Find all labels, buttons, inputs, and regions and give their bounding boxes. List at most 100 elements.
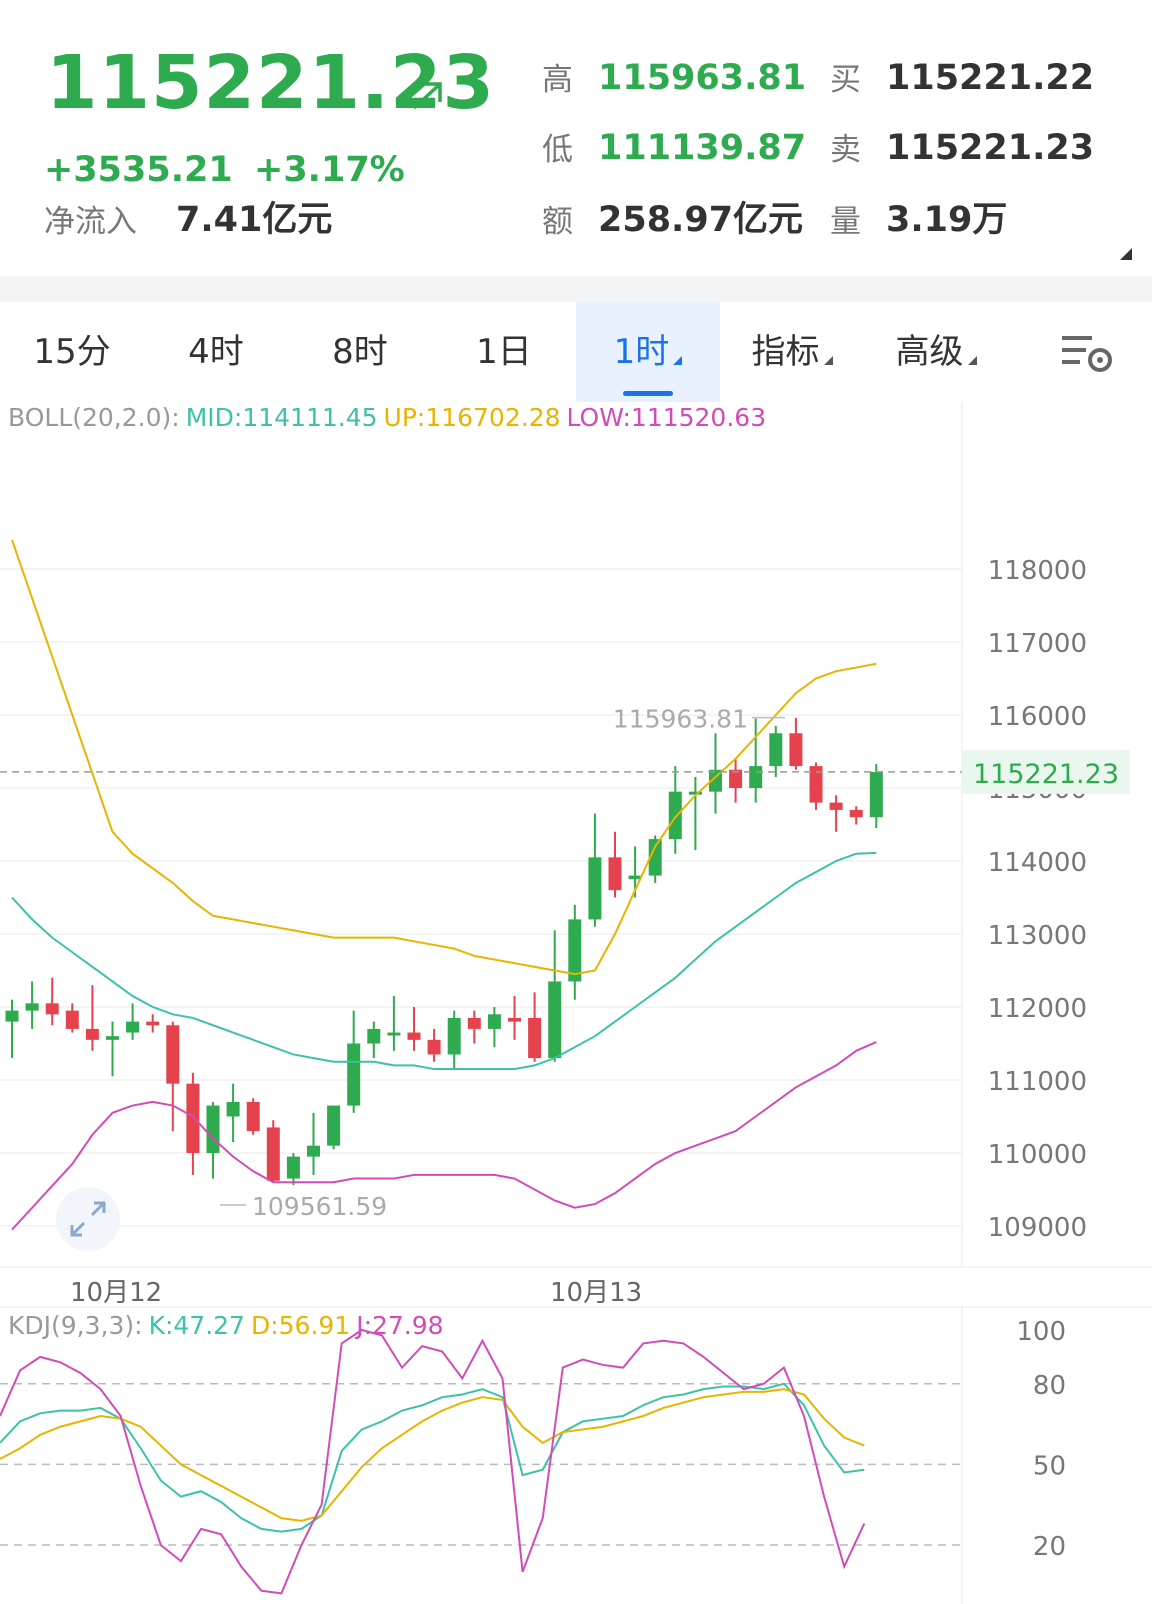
candle-body [628, 875, 642, 880]
bid-label: 买 [830, 62, 861, 98]
tab-1h[interactable]: 1时 [576, 302, 720, 402]
date-label: 10月13 [550, 1278, 643, 1308]
candle-body [307, 1145, 320, 1157]
candle-body [186, 1083, 200, 1153]
kdj-d: D:56.91 [250, 1311, 351, 1340]
candle-body [166, 1025, 180, 1084]
candle-body [528, 1017, 542, 1059]
candle-body [829, 802, 843, 810]
tab-label: 1时 [613, 332, 670, 372]
candle-body [809, 766, 823, 803]
high-value: 115963.81 [598, 58, 807, 98]
ask-label: 卖 [830, 132, 861, 168]
boll-mid-line [11, 851, 877, 1071]
last-price: 115221.23 [46, 40, 496, 126]
boll-low: LOW:111520.63 [566, 403, 767, 432]
expand-details-icon[interactable] [1120, 248, 1132, 260]
candle-body [688, 791, 702, 795]
candle-body [347, 1043, 361, 1106]
boll-name: BOLL(20,2.0): [8, 403, 180, 432]
kline-chart[interactable]: 1180001170001160001150001140001130001120… [0, 402, 1152, 1604]
high-label: 高 [542, 62, 573, 98]
amount-label: 额 [542, 204, 573, 240]
candle-body [729, 769, 743, 788]
tab-label: 1日 [476, 332, 532, 372]
candle-body [568, 919, 582, 982]
current-price-tag-bg [962, 749, 1130, 794]
kdj-axis-label: 50 [1033, 1451, 1066, 1481]
kdj-legend: KDJ(9,3,3): K:47.27 D:56.91 J:27.98 [8, 1310, 450, 1342]
candle-body [648, 839, 662, 876]
kdj-j: J:27.98 [356, 1311, 444, 1340]
candle-body [387, 1032, 401, 1036]
kdj-k-line [0, 1382, 865, 1533]
fullscreen-icon[interactable] [56, 1187, 120, 1251]
boll-lower-line [11, 1041, 877, 1231]
price-axis-label: 112000 [988, 994, 1087, 1024]
candle-body [508, 1017, 521, 1022]
candle-body [106, 1036, 119, 1040]
kdj-axis-label: 80 [1033, 1371, 1066, 1401]
candle-body [327, 1105, 341, 1146]
tab-8h[interactable]: 8时 [288, 302, 432, 402]
net-inflow-value: 7.41亿元 [176, 200, 333, 240]
kdj-k: K:47.27 [148, 1311, 245, 1340]
boll-mid: MID:114111.45 [185, 403, 378, 432]
candle-body [869, 771, 883, 818]
tab-4h[interactable]: 4时 [144, 302, 288, 402]
ask-value: 115221.23 [886, 128, 1095, 168]
boll-upper-line [11, 539, 877, 976]
candle-body [65, 1010, 79, 1029]
candle-body [146, 1021, 160, 1026]
low-value: 111139.87 [598, 128, 807, 168]
price-axis-label: 118000 [988, 556, 1087, 586]
kdj-d-line [0, 1388, 865, 1522]
kdj-axis-label: 20 [1033, 1532, 1066, 1562]
tab-label: 15分 [33, 332, 111, 372]
price-change-percent: +3.17% [254, 150, 405, 190]
kdj-j-line [0, 1328, 866, 1595]
price-axis-label: 117000 [988, 629, 1087, 659]
candle-body [226, 1101, 240, 1117]
section-divider [0, 276, 1152, 302]
candle-body [286, 1156, 300, 1179]
candle-body [5, 1010, 19, 1022]
candle-body [588, 857, 602, 920]
price-axis-label: 114000 [988, 848, 1087, 878]
chart-settings-icon[interactable] [1060, 330, 1116, 378]
candle-body [447, 1017, 461, 1055]
kdj-axis-label: 100 [1016, 1317, 1066, 1347]
volume-label: 量 [830, 204, 861, 240]
candle-body [126, 1021, 140, 1033]
max-price-marker: 115963.81 [613, 705, 748, 734]
boll-legend: BOLL(20,2.0): MID:114111.45 UP:116702.28 LO… [8, 402, 772, 434]
quote-panel: 115221.23 +3535.21 +3.17% 净流入 7.41亿元 高 1… [0, 0, 1152, 276]
candle-body [45, 1003, 59, 1015]
kdj-name: KDJ(9,3,3): [8, 1311, 143, 1340]
candle-body [608, 857, 622, 891]
volume-value: 3.19万 [886, 200, 1008, 240]
min-price-marker: 109561.59 [252, 1192, 387, 1221]
price-axis-label: 110000 [988, 1140, 1087, 1170]
bid-value: 115221.22 [886, 58, 1095, 98]
chart-canvas[interactable]: 1180001170001160001150001140001130001120… [0, 402, 1152, 1604]
candle-body [266, 1127, 280, 1181]
candle-body [246, 1101, 260, 1132]
tab-indicators[interactable]: 指标 [720, 302, 864, 402]
dropdown-corner-icon [823, 356, 833, 365]
candle-body [769, 733, 783, 767]
candle-body [467, 1017, 481, 1029]
up-arrow-icon [412, 82, 442, 110]
tab-15min[interactable]: 15分 [0, 302, 144, 402]
low-label: 低 [542, 132, 573, 168]
candle-body [367, 1028, 381, 1044]
candle-body [487, 1014, 501, 1029]
tab-label: 指标 [751, 332, 820, 372]
price-axis-label: 111000 [988, 1067, 1087, 1097]
amount-value: 258.97亿元 [598, 200, 804, 240]
tab-advanced[interactable]: 高级 [864, 302, 1008, 402]
candle-body [749, 766, 763, 788]
tab-1d[interactable]: 1日 [432, 302, 576, 402]
date-label: 10月12 [70, 1278, 163, 1308]
candle-body [668, 791, 682, 840]
